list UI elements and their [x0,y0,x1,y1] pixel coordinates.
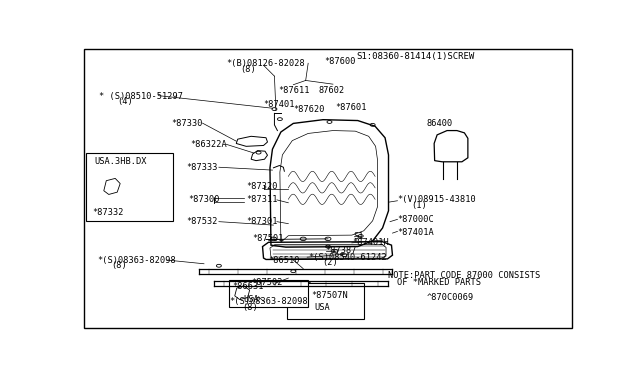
Text: *87311: *87311 [246,195,278,204]
Text: *87401: *87401 [264,100,295,109]
Text: *87601: *87601 [335,103,367,112]
Text: *87532: *87532 [187,217,218,226]
Text: OF *MARKED PARTS: OF *MARKED PARTS [397,278,481,287]
Text: *87600: *87600 [324,57,356,66]
Bar [229,279,308,307]
Text: *87401A: *87401A [397,228,434,237]
Text: * (S)08510-51297: * (S)08510-51297 [99,92,183,101]
Text: S1:08360-81414(1)SCREW: S1:08360-81414(1)SCREW [356,52,475,61]
Bar [287,283,364,319]
Text: *87611: *87611 [278,86,310,95]
Text: *87300: *87300 [188,195,220,204]
Text: *(S)08363-82098: *(S)08363-82098 [229,297,308,306]
Text: *87401H: *87401H [352,238,388,247]
Text: *87320: *87320 [246,182,278,191]
Text: 86400: 86400 [426,119,452,128]
Text: *86631: *86631 [233,282,264,291]
Text: *87332: *87332 [92,208,124,217]
Text: (8): (8) [240,65,256,74]
Text: *87507N: *87507N [311,291,348,300]
Text: ^870C0069: ^870C0069 [428,293,474,302]
Text: *87330: *87330 [172,119,204,128]
Text: USA: USA [244,295,259,304]
Text: USA: USA [315,303,330,312]
Text: (8): (8) [243,303,259,312]
Text: *(B)08126-82028: *(B)08126-82028 [227,59,305,68]
Bar [86,154,173,221]
Text: *86510: *86510 [269,256,300,264]
Text: (1): (1) [412,201,427,210]
Text: 87602: 87602 [318,86,344,95]
Text: *87333: *87333 [187,163,218,172]
Text: NOTE:PART CODE 87000 CONSISTS: NOTE:PART CODE 87000 CONSISTS [388,271,540,280]
Text: *87501: *87501 [253,234,284,243]
Text: *(V)08915-43810: *(V)08915-43810 [397,195,476,204]
Text: S1: S1 [354,232,364,241]
Text: *(S)08363-82098: *(S)08363-82098 [97,256,175,264]
Text: *87000C: *87000C [397,215,434,224]
Text: *87387: *87387 [326,246,357,255]
Text: (8): (8) [111,261,127,270]
Text: *86322A: *86322A [191,140,227,149]
Text: *87502: *87502 [251,279,283,288]
Text: *87301: *87301 [246,217,278,226]
Text: *87620: *87620 [293,105,324,113]
Text: USA.3HB.DX: USA.3HB.DX [94,157,147,166]
Text: (2): (2) [322,259,338,267]
Text: (4): (4) [118,97,134,106]
Text: *(S)08540-61242: *(S)08540-61242 [308,253,387,262]
